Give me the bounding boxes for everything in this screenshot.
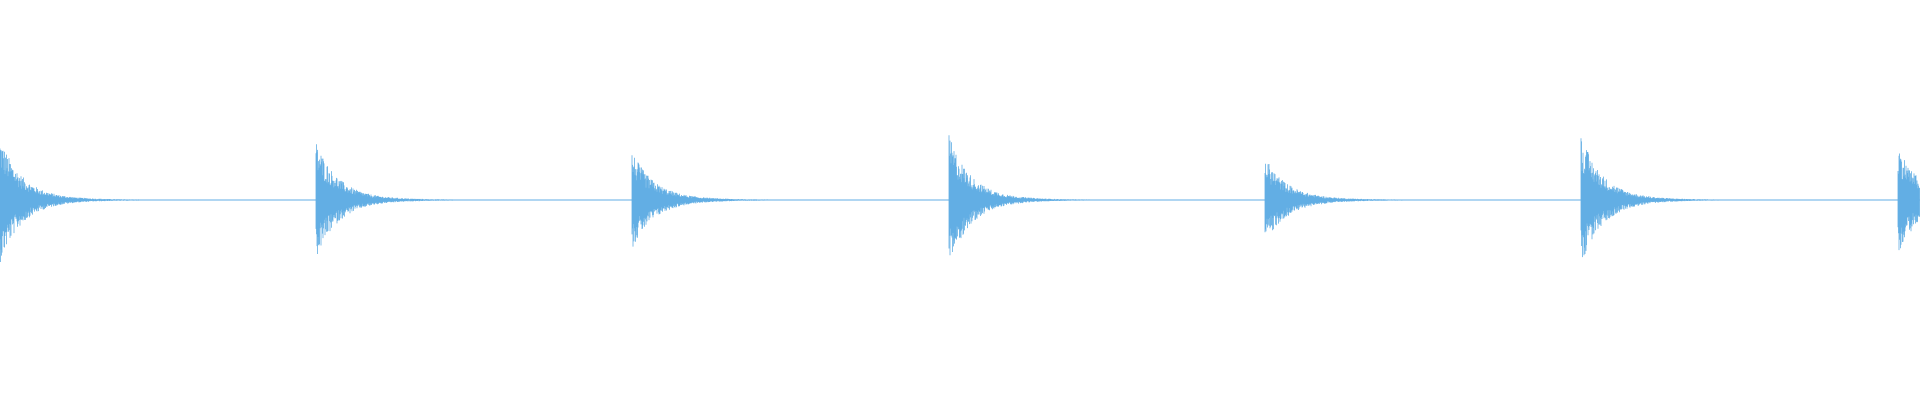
waveform-path (0, 135, 1920, 262)
